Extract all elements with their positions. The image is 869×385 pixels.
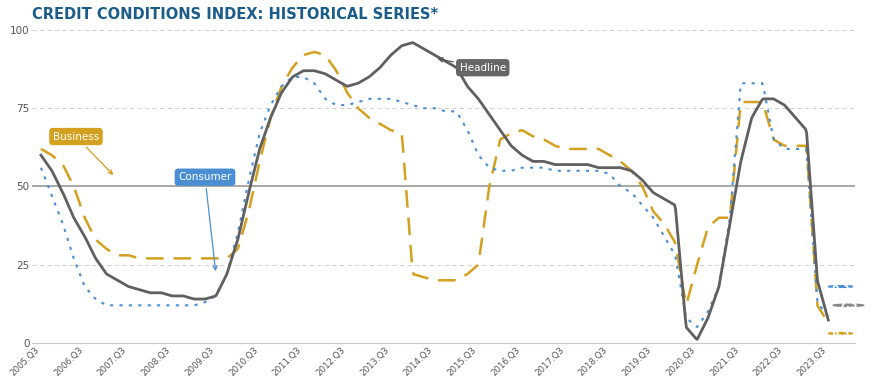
Text: Headline: Headline <box>439 58 506 73</box>
Circle shape <box>833 304 864 306</box>
Circle shape <box>828 333 852 334</box>
Text: Consumer: Consumer <box>178 172 232 270</box>
Text: 8.3: 8.3 <box>832 281 850 291</box>
Text: Business: Business <box>53 132 112 174</box>
Text: 7.3: 7.3 <box>839 300 859 310</box>
Circle shape <box>828 286 852 288</box>
Text: 6.3: 6.3 <box>832 328 850 338</box>
Text: CREDIT CONDITIONS INDEX: HISTORICAL SERIES*: CREDIT CONDITIONS INDEX: HISTORICAL SERI… <box>32 7 439 22</box>
